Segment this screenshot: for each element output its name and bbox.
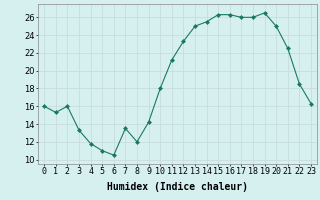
X-axis label: Humidex (Indice chaleur): Humidex (Indice chaleur) bbox=[107, 182, 248, 192]
